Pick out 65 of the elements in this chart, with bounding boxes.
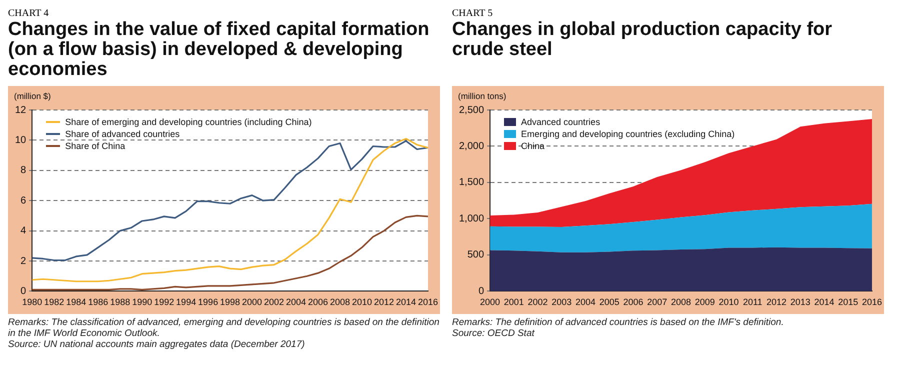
x-tick-label: 1992 xyxy=(154,297,174,308)
chart-subtitle: CHART 5 xyxy=(452,8,494,20)
x-tick-label: 2008 xyxy=(670,297,692,308)
y-tick-label: 4 xyxy=(20,226,27,237)
chart-title: Changes in global production capacity for crude steel xyxy=(452,19,834,62)
x-tick-label: 2007 xyxy=(647,297,668,308)
y-tick-label: 1,500 xyxy=(458,177,484,188)
y-tick-label: 1,000 xyxy=(458,213,484,224)
legend-label: Share of emerging and developing countries (including China) xyxy=(65,116,312,128)
legend-label: Share of advanced countries xyxy=(65,128,180,140)
x-tick-label: 2013 xyxy=(790,297,810,308)
chart-subtitle: CHART 4 xyxy=(8,8,50,20)
x-tick-label: 1988 xyxy=(110,297,130,308)
text: Remarks: The classification of advanced, emerging and developing countries is based on the definition in the IMF World Economic Outlook. xyxy=(8,317,440,339)
x-tick-label: 2010 xyxy=(352,297,372,308)
x-tick-label: 2001 xyxy=(504,297,524,308)
y-tick-label: 0 xyxy=(20,286,27,297)
x-tick-label: 2011 xyxy=(742,297,762,308)
x-tick-label: 2012 xyxy=(374,297,394,308)
legend-label: Advanced countries xyxy=(521,116,600,128)
y-tick-label: 2,500 xyxy=(458,104,484,116)
y-tick-label: 2 xyxy=(20,256,27,267)
x-tick-label: 2008 xyxy=(330,297,350,308)
x-tick-label: 1984 xyxy=(66,297,86,308)
x-tick-label: 2002 xyxy=(528,297,548,308)
x-tick-label: 2015 xyxy=(838,297,858,308)
y-axis-title: (million tons) xyxy=(458,91,506,101)
source-note: Source: UN national accounts main aggregates data (December 2017) xyxy=(8,339,306,350)
x-tick-label: 2005 xyxy=(599,297,620,308)
y-tick-label: 8 xyxy=(20,165,27,176)
x-tick-label: 1998 xyxy=(220,297,240,308)
x-tick-label: 2006 xyxy=(623,297,644,308)
x-tick-label: 2010 xyxy=(718,297,739,308)
y-axis-title: (million $) xyxy=(14,91,51,101)
chart-title: Changes in the value of fixed capital formation (on a flow basis) in developed & developing economies xyxy=(8,19,430,82)
x-tick-label: 2003 xyxy=(552,297,572,308)
y-tick-label: 10 xyxy=(15,134,27,146)
x-tick-label: 2004 xyxy=(576,297,596,308)
x-tick-label: 2012 xyxy=(766,297,787,308)
y-tick-label: 12 xyxy=(15,104,27,116)
legend-label: Emerging and developing countries (excluding China) xyxy=(521,128,735,140)
x-tick-label: 1996 xyxy=(198,297,218,308)
x-tick-label: 2016 xyxy=(418,297,438,308)
y-tick-label: 500 xyxy=(467,250,484,261)
x-tick-label: 2000 xyxy=(480,297,500,308)
source-note: Source: OECD Stat xyxy=(452,328,536,339)
x-tick-label: 2014 xyxy=(814,297,834,308)
x-tick-label: 1982 xyxy=(44,297,64,308)
legend-label: China xyxy=(521,140,545,152)
y-tick-label: 2,000 xyxy=(458,140,484,152)
x-tick-label: 2002 xyxy=(264,297,284,308)
x-tick-label: 1990 xyxy=(132,297,152,308)
y-tick-label: 0 xyxy=(478,286,484,297)
legend-label: Share of China xyxy=(65,140,126,152)
text: Remarks: The definition of advanced countries is based on the IMF's definition. xyxy=(452,317,785,328)
x-tick-label: 2000 xyxy=(242,297,262,308)
x-tick-label: 2009 xyxy=(694,297,715,308)
x-tick-label: 2016 xyxy=(862,297,882,308)
x-tick-label: 2006 xyxy=(308,297,328,308)
x-tick-label: 1980 xyxy=(22,297,42,308)
y-tick-label: 6 xyxy=(20,195,27,206)
x-tick-label: 1994 xyxy=(176,297,196,308)
x-tick-label: 2014 xyxy=(396,297,416,308)
x-tick-label: 1986 xyxy=(88,297,108,308)
x-tick-label: 2004 xyxy=(286,297,306,308)
